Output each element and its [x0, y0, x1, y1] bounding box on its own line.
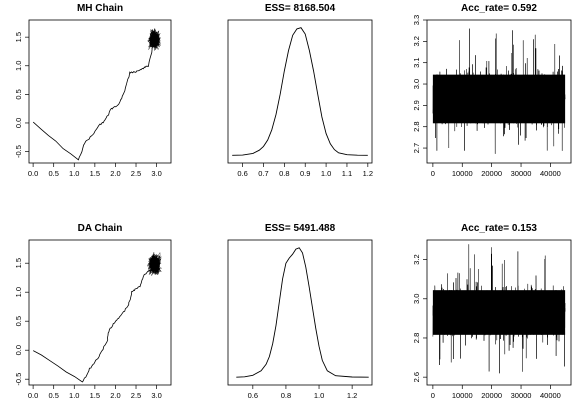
x-tick-label: 1.5: [90, 169, 100, 178]
y-tick-label: 2.9: [412, 100, 421, 110]
y-tick-label: 1.5: [14, 258, 23, 268]
y-tick-label: 0.0: [14, 118, 23, 128]
x-tick-label: 10000: [452, 169, 473, 178]
x-tick-label: 0: [431, 391, 435, 400]
plot-body: [432, 28, 566, 154]
x-tick-label: 1.0: [314, 391, 324, 400]
y-tick-label: 2.8: [412, 121, 421, 131]
panel-title: ESS= 5491.488: [265, 223, 336, 234]
plot-body: [33, 252, 163, 383]
plot-frame: [227, 19, 373, 164]
panel-3: Acc_rate= 0.592 0 10000 20000 30000 40000 2.7 2…: [412, 3, 572, 178]
x-tick-label: 0.0: [28, 391, 38, 400]
panel-6: Acc_rate= 0.153 0 10000 20000 30000 40000 2.6 2…: [412, 223, 572, 400]
y-tick-label: 2.6: [412, 372, 421, 382]
y-tick-label: 0.0: [14, 345, 23, 355]
y-tick-label: 2.7: [412, 143, 421, 153]
x-tick-label: 3.0: [151, 391, 161, 400]
panel-title: Acc_rate= 0.592: [461, 3, 537, 14]
panel-5: ESS= 5491.488 0.6 0.8 1.0 1.2: [227, 223, 373, 400]
plot-frame: [28, 239, 172, 386]
x-tick-label: 0.6: [248, 391, 258, 400]
y-tick-label: 1.0: [14, 61, 23, 71]
x-tick-label: 40000: [540, 169, 561, 178]
x-tick-label: 2.0: [110, 391, 120, 400]
panel-title: ESS= 8168.504: [265, 3, 336, 14]
burn-in-path: [33, 265, 155, 383]
plot-frame: [426, 239, 572, 386]
x-tick-label: 1.0: [69, 169, 79, 178]
y-tick-label: 1.0: [14, 287, 23, 297]
x-tick-label: 10000: [452, 391, 473, 400]
trace-core: [432, 74, 566, 124]
y-tick-label: 3.2: [412, 36, 421, 46]
x-tick-label: 0.0: [28, 169, 38, 178]
y-tick-label: -0.5: [14, 145, 23, 158]
plot-body: [432, 244, 566, 374]
burn-in-path: [32, 39, 155, 161]
x-tick-label: 3.0: [151, 169, 161, 178]
x-tick-label: 2.5: [131, 391, 141, 400]
plot-frame: [426, 19, 572, 164]
panel-title: MH Chain: [77, 3, 123, 14]
x-tick-label: 2.5: [131, 169, 141, 178]
density-curve: [232, 27, 368, 156]
panel-4: DA Chain 0.0 0.5 1.0 1.5 2.0 2.5 3.0 -0.5 0.0 0.5 1…: [14, 223, 172, 400]
x-tick-label: 30000: [511, 169, 532, 178]
panel-1: MH Chain 0.0 0.5 1.0 1.5 2.0 2.5 3.0 -0.5 0.0 0.5 1…: [14, 3, 172, 178]
x-tick-label: 0.6: [237, 169, 247, 178]
x-tick-label: 30000: [511, 391, 532, 400]
stationary-cloud: [147, 28, 162, 51]
x-tick-label: 20000: [481, 169, 502, 178]
y-tick-label: 0.5: [14, 89, 23, 99]
y-tick-label: 2.8: [412, 333, 421, 343]
x-tick-label: 0.9: [300, 169, 310, 178]
y-tick-label: 3.3: [412, 15, 421, 25]
panel-2: ESS= 8168.504 0.6 0.7 0.8 0.9 1.0 1.1 1.2: [227, 3, 373, 178]
y-tick-label: 3.0: [412, 79, 421, 89]
stationary-cloud: [147, 252, 163, 277]
trace-core: [432, 290, 566, 335]
panel-title: DA Chain: [78, 223, 123, 234]
x-tick-label: 0.5: [48, 391, 58, 400]
x-tick-label: 1.0: [69, 391, 79, 400]
plot-frame: [28, 19, 172, 164]
plot-body: [32, 28, 162, 161]
x-tick-label: 0: [431, 169, 435, 178]
x-tick-label: 1.1: [342, 169, 352, 178]
plot-body: [232, 27, 368, 156]
x-tick-label: 1.5: [90, 391, 100, 400]
y-tick-label: 3.2: [412, 254, 421, 264]
x-tick-label: 1.2: [363, 169, 373, 178]
x-tick-label: 20000: [481, 391, 502, 400]
y-tick-label: 3.0: [412, 294, 421, 304]
y-tick-label: 1.5: [14, 32, 23, 42]
y-tick-label: 0.5: [14, 316, 23, 326]
plot-frame: [227, 239, 373, 386]
panel-title: Acc_rate= 0.153: [461, 223, 537, 234]
y-tick-label: -0.5: [14, 373, 23, 386]
x-tick-label: 0.5: [48, 169, 58, 178]
x-tick-label: 40000: [540, 391, 561, 400]
x-tick-label: 0.7: [258, 169, 268, 178]
x-tick-label: 1.0: [321, 169, 331, 178]
density-curve: [236, 247, 369, 378]
x-tick-label: 0.8: [279, 169, 289, 178]
y-tick-label: 3.1: [412, 57, 421, 67]
plot-body: [236, 247, 369, 378]
x-tick-label: 0.8: [281, 391, 291, 400]
x-tick-label: 2.0: [110, 169, 120, 178]
x-tick-label: 1.2: [347, 391, 357, 400]
